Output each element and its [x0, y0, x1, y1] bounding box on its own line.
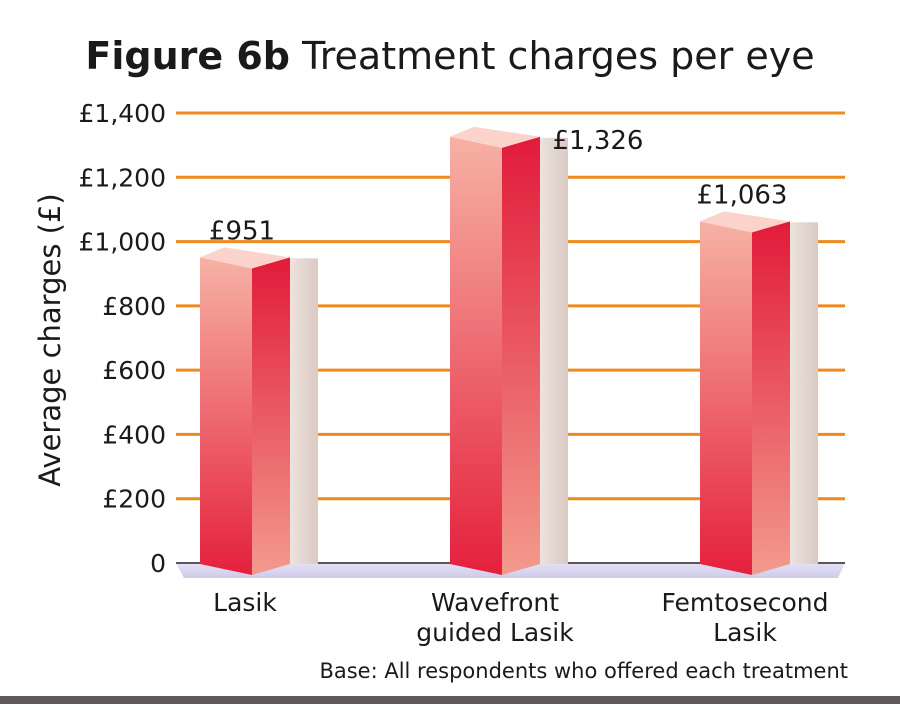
title-text: Treatment charges per eye	[302, 34, 815, 78]
base-note: Base: All respondents who offered each t…	[319, 659, 848, 683]
value-label: £1,326	[553, 126, 644, 156]
y-tick-label: £800	[102, 292, 166, 321]
y-axis-ticks: 0 £200 £400 £600 £800 £1,000 £1,200 £1,400	[79, 99, 166, 578]
bar-front-face	[200, 257, 252, 575]
x-category-label: Wavefront	[431, 588, 559, 617]
bar-front-face	[450, 136, 502, 576]
y-tick-label: £1,400	[79, 99, 166, 128]
figure-number: Figure 6b	[85, 34, 291, 78]
bar-top-face	[700, 211, 790, 233]
footer-rule	[0, 696, 900, 704]
bar-top-face	[200, 247, 290, 269]
bar	[200, 247, 318, 575]
bar	[450, 126, 568, 576]
y-tick-label: £600	[102, 356, 166, 385]
y-tick-label: £1,000	[79, 228, 166, 257]
y-tick-label: 0	[150, 549, 166, 578]
y-tick-label: £400	[102, 420, 166, 449]
bar-shadow	[288, 258, 318, 564]
bar-side-face	[752, 221, 790, 576]
x-category-label: Lasik	[213, 588, 277, 617]
chart-title: Figure 6b Treatment charges per eye	[0, 32, 900, 80]
bar-top-face	[450, 126, 540, 148]
bar-shadow	[538, 137, 568, 565]
bar-side-face	[502, 136, 540, 576]
bar-shadow	[788, 222, 818, 565]
x-category-label: guided Lasik	[416, 618, 574, 647]
bar-side-face	[252, 257, 290, 575]
y-tick-label: £1,200	[79, 163, 166, 192]
y-tick-label: £200	[102, 485, 166, 514]
value-label: £951	[209, 216, 275, 246]
x-category-label: Lasik	[713, 618, 777, 647]
y-axis-title: Average charges (£)	[33, 193, 67, 486]
value-label: £1,063	[697, 180, 788, 210]
bar-front-face	[700, 221, 752, 576]
x-category-label: Femtosecond	[661, 588, 828, 617]
bar	[700, 211, 818, 576]
bars	[200, 126, 818, 576]
